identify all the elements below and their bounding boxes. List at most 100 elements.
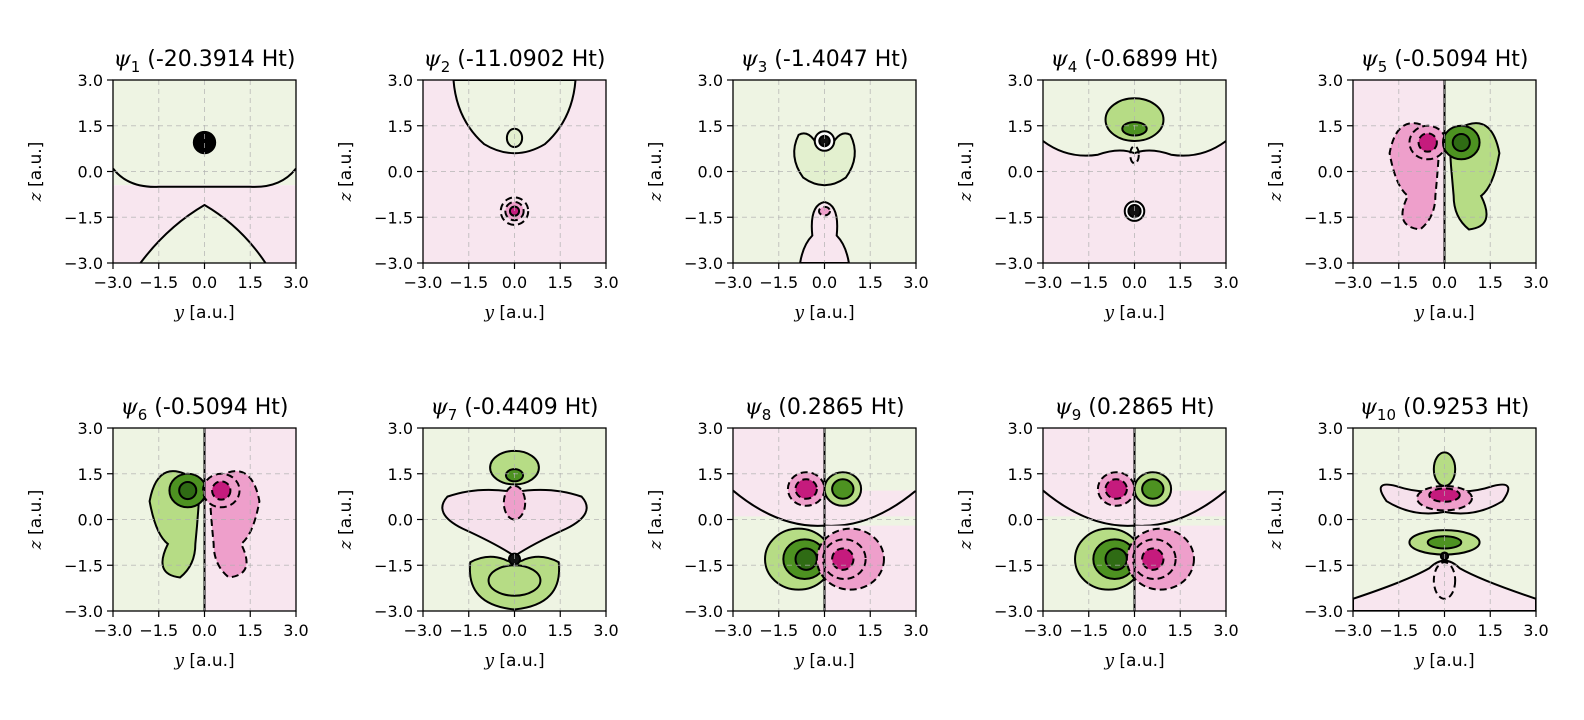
panel-title: ψ2 (-11.0902 Ht) (423, 47, 605, 76)
orbital-symbol: ψ (430, 395, 448, 420)
x-tick-label: 1.5 (858, 273, 883, 292)
positive-contour (1141, 478, 1165, 500)
x-axis-label: y [a.u.] (1413, 651, 1474, 671)
x-tick-label: −1.5 (139, 621, 178, 640)
x-tick-label: 0.0 (192, 621, 217, 640)
orbital-symbol: ψ (120, 395, 138, 420)
positive-contour (1104, 547, 1128, 571)
orbital-energy: (-11.0902 Ht) (450, 47, 605, 72)
x-tick-label: 1.5 (238, 621, 263, 640)
y-tick-label: 3.0 (78, 71, 103, 90)
x-axis-label: y [a.u.] (173, 303, 234, 323)
x-axis-unit: [a.u.] (184, 651, 235, 671)
y-tick-label: 3.0 (1008, 419, 1033, 438)
orbital-panel-9: −3.0 −1.5 0.0 1.5 3.0 −3.0 −1.5 0.0 1.5 3.0 y [a.u… (956, 395, 1239, 671)
x-tick-label: 1.5 (1168, 273, 1193, 292)
x-tick-label: −1.5 (1379, 273, 1418, 292)
negative-contour (211, 480, 232, 501)
x-tick-label: 1.5 (1478, 273, 1503, 292)
y-axis-variable: z (956, 191, 976, 202)
y-tick-label: −1.5 (1304, 556, 1343, 575)
x-axis-unit: [a.u.] (1114, 303, 1165, 323)
positive-contour (1451, 132, 1471, 153)
y-tick-label: −3.0 (1304, 602, 1343, 621)
x-axis-variable: y (1103, 303, 1114, 323)
positive-contour (794, 547, 818, 571)
x-tick-label: −1.5 (1069, 273, 1108, 292)
x-tick-label: −3.0 (1024, 621, 1063, 640)
y-tick-label: 1.5 (1318, 117, 1343, 136)
y-axis-unit: [a.u.] (26, 490, 46, 541)
y-tick-label: 3.0 (698, 71, 723, 90)
y-axis-variable: z (336, 539, 356, 550)
x-tick-label: −3.0 (714, 273, 753, 292)
x-tick-label: 1.5 (858, 621, 883, 640)
x-axis-unit: [a.u.] (804, 303, 855, 323)
orbital-index: 6 (138, 406, 148, 424)
negative-contour (1129, 145, 1140, 165)
orbital-index: 5 (1378, 58, 1388, 76)
panel-title: ψ3 (-1.4047 Ht) (740, 47, 908, 76)
x-tick-label: 3.0 (1213, 273, 1238, 292)
orbital-panel-10: −3.0 −1.5 0.0 1.5 3.0 −3.0 −1.5 0.0 1.5 3.0 y [a.u… (1266, 395, 1549, 671)
x-tick-label: 1.5 (548, 621, 573, 640)
x-tick-label: −3.0 (1334, 273, 1373, 292)
orbital-energy: (-1.4047 Ht) (767, 47, 908, 72)
orbital-index: 4 (1068, 58, 1078, 76)
y-tick-label: −1.5 (994, 208, 1033, 227)
y-axis-label: z [a.u.] (26, 490, 46, 551)
x-tick-label: −3.0 (94, 273, 133, 292)
y-tick-label: −1.5 (374, 556, 413, 575)
x-axis-variable: y (483, 303, 494, 323)
y-axis-variable: z (26, 539, 46, 550)
y-tick-label: 0.0 (78, 163, 103, 182)
x-tick-label: 3.0 (283, 273, 308, 292)
x-tick-label: −1.5 (759, 621, 798, 640)
panel-title: ψ10 (0.9253 Ht) (1360, 395, 1530, 424)
orbital-energy: (0.2865 Ht) (1081, 395, 1214, 420)
negative-contour (1417, 132, 1438, 153)
y-axis-label: z [a.u.] (646, 490, 666, 551)
y-tick-label: −3.0 (1304, 254, 1343, 273)
y-tick-label: 0.0 (1318, 511, 1343, 530)
x-tick-label: −1.5 (449, 273, 488, 292)
x-tick-label: 3.0 (593, 621, 618, 640)
y-axis-unit: [a.u.] (956, 142, 976, 193)
y-axis-variable: z (336, 191, 356, 202)
y-tick-label: −3.0 (374, 602, 413, 621)
orbital-symbol: ψ (1054, 395, 1072, 420)
x-tick-label: −3.0 (94, 621, 133, 640)
panel-title: ψ5 (-0.5094 Ht) (1360, 47, 1528, 76)
x-axis-variable: y (173, 651, 184, 671)
y-tick-label: 0.0 (388, 163, 413, 182)
x-tick-label: −1.5 (1379, 621, 1418, 640)
panel-title: ψ9 (0.2865 Ht) (1054, 395, 1214, 424)
orbital-energy: (-0.5094 Ht) (1387, 47, 1528, 72)
orbital-panel-3: −3.0 −1.5 0.0 1.5 3.0 −3.0 −1.5 0.0 1.5 3.0 y [a.u… (646, 47, 929, 323)
y-tick-label: −3.0 (684, 602, 723, 621)
x-tick-label: 3.0 (283, 621, 308, 640)
y-axis-label: z [a.u.] (956, 142, 976, 203)
x-tick-label: −1.5 (449, 621, 488, 640)
y-tick-label: 1.5 (698, 117, 723, 136)
x-tick-label: 3.0 (593, 273, 618, 292)
negative-contour (1432, 561, 1457, 600)
orbital-panel-7: −3.0 −1.5 0.0 1.5 3.0 −3.0 −1.5 0.0 1.5 3.0 y [a.u… (336, 395, 619, 671)
orbital-energy: (0.2865 Ht) (771, 395, 904, 420)
y-tick-label: 1.5 (388, 117, 413, 136)
positive-contour (178, 480, 198, 501)
orbital-symbol: ψ (1050, 47, 1068, 72)
panel-title: ψ1 (-20.3914 Ht) (113, 47, 295, 76)
x-tick-label: −3.0 (1334, 621, 1373, 640)
y-axis-variable: z (646, 539, 666, 550)
y-axis-variable: z (1266, 191, 1286, 202)
orbital-symbol: ψ (744, 395, 762, 420)
y-axis-variable: z (956, 539, 976, 550)
y-tick-label: 3.0 (698, 419, 723, 438)
x-tick-label: 1.5 (1168, 621, 1193, 640)
y-axis-label: z [a.u.] (646, 142, 666, 203)
orbital-panel-2: −3.0 −1.5 0.0 1.5 3.0 −3.0 −1.5 0.0 1.5 3.0 y [a.u… (336, 47, 619, 323)
x-axis-unit: [a.u.] (494, 651, 545, 671)
orbital-panel-1: −3.0 −1.5 0.0 1.5 3.0 −3.0 −1.5 0.0 1.5 3.0 y [a.u… (26, 47, 309, 323)
y-tick-label: −3.0 (994, 602, 1033, 621)
